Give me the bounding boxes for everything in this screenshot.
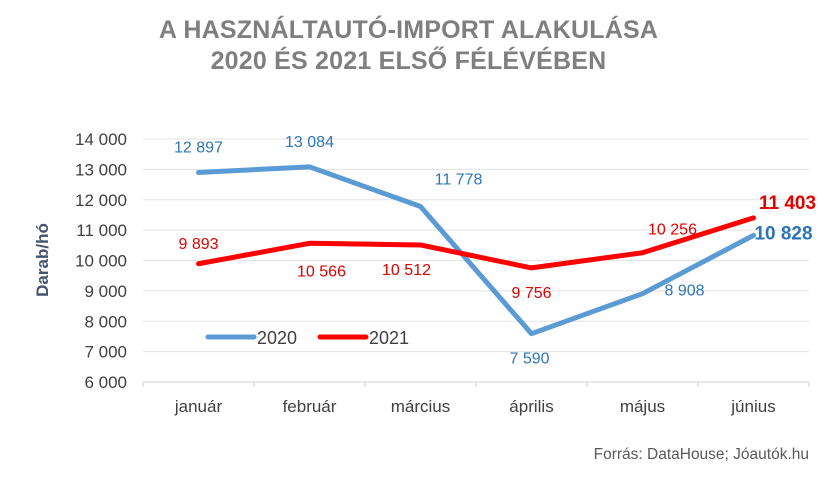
data-label: 10 566 [297, 263, 346, 280]
y-tick-label: 13 000 [75, 160, 127, 179]
data-label: 12 897 [174, 140, 223, 157]
data-label: 7 590 [509, 351, 549, 368]
y-tick-label: 14 000 [75, 130, 127, 149]
data-label: 10 256 [648, 222, 697, 239]
y-tick-label: 8 000 [84, 312, 127, 331]
legend-label: 2021 [369, 328, 409, 348]
data-label: 11 778 [435, 171, 483, 188]
x-tick-label: május [620, 397, 665, 416]
x-tick-label: április [509, 397, 553, 416]
y-tick-label: 12 000 [75, 191, 127, 210]
y-tick-label: 11 000 [76, 221, 127, 240]
x-tick-label: március [391, 397, 451, 416]
series-line-2021 [196, 215, 756, 271]
x-tick-label: június [730, 397, 775, 416]
series-line-2020 [196, 164, 756, 337]
data-label: 10 512 [382, 262, 431, 279]
data-label: 13 084 [285, 134, 334, 151]
chart-title-line1: A HASZNÁLTAUTÓ-IMPORT ALAKULÁSA [158, 16, 659, 44]
source-note: Forrás: DataHouse; Jóautók.hu [593, 446, 809, 463]
x-tick-label: február [283, 397, 337, 416]
legend-label: 2020 [257, 328, 297, 348]
data-label: 10 828 [754, 223, 812, 244]
y-tick-label: 10 000 [75, 252, 127, 271]
data-label: 9 893 [178, 236, 218, 253]
y-axis-label: Darab/hó [33, 223, 52, 297]
chart-title-line2: 2020 ÉS 2021 ELSŐ FÉLÉVÉBEN [210, 47, 607, 75]
y-tick-label: 7 000 [84, 343, 127, 362]
y-tick-label: 6 000 [84, 373, 127, 392]
data-label: 11 403 [759, 193, 816, 214]
y-tick-label: 9 000 [84, 282, 127, 301]
data-label: 9 756 [511, 285, 551, 302]
data-label: 8 908 [664, 283, 704, 300]
x-tick-label: január [174, 397, 223, 416]
